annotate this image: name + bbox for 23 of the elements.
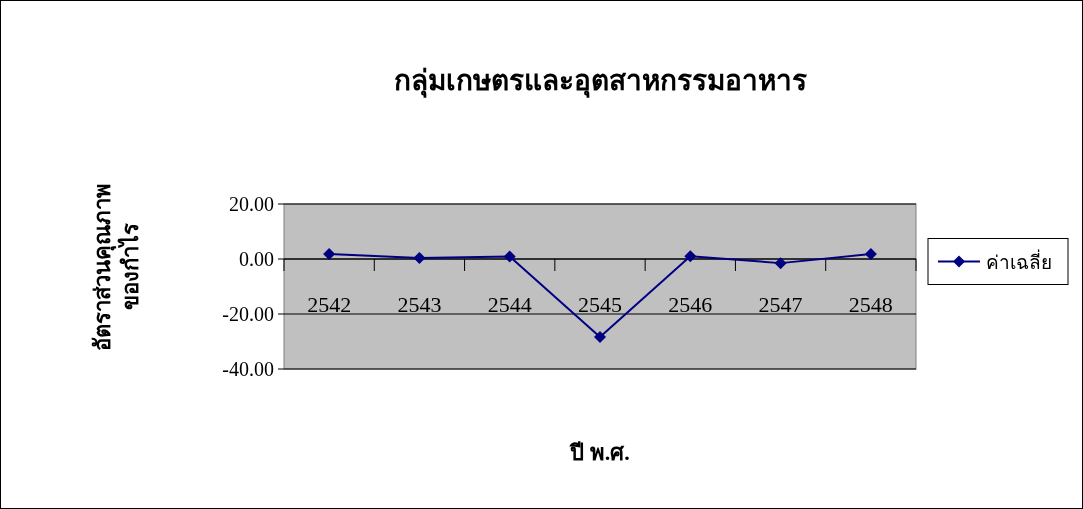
x-tick-label: 2547	[758, 292, 803, 317]
legend-label: ค่าเฉลี่ย	[986, 248, 1052, 273]
point	[684, 250, 697, 263]
point	[413, 251, 426, 264]
y-axis-title: อัตราส่วนคุณภาพ ของกำไร	[90, 182, 143, 351]
point	[774, 257, 787, 270]
point	[594, 331, 606, 344]
point	[864, 248, 877, 261]
point	[503, 250, 516, 263]
point	[323, 248, 336, 261]
x-tick-label: 2544	[487, 292, 532, 317]
x-tick-label: 2545	[578, 292, 622, 317]
y-tick-label: 20.00	[229, 193, 274, 215]
x-tick-label: 2543	[397, 292, 442, 317]
y-tick-label: 0.00	[239, 248, 274, 270]
x-axis-title: ปี พ.ศ.	[569, 440, 630, 465]
chart-title: กลุ่มเกษตรและอุตสาหกรรมอาหาร	[393, 65, 807, 98]
y-tick-label: -40.00	[222, 358, 274, 380]
legend: ค่าเฉลี่ย	[927, 238, 1069, 285]
x-tick-label: 2548	[848, 292, 893, 317]
y-tick-label: -20.00	[222, 303, 274, 325]
x-tick-label: 2546	[668, 292, 713, 317]
x-tick-label: 2542	[307, 292, 352, 317]
